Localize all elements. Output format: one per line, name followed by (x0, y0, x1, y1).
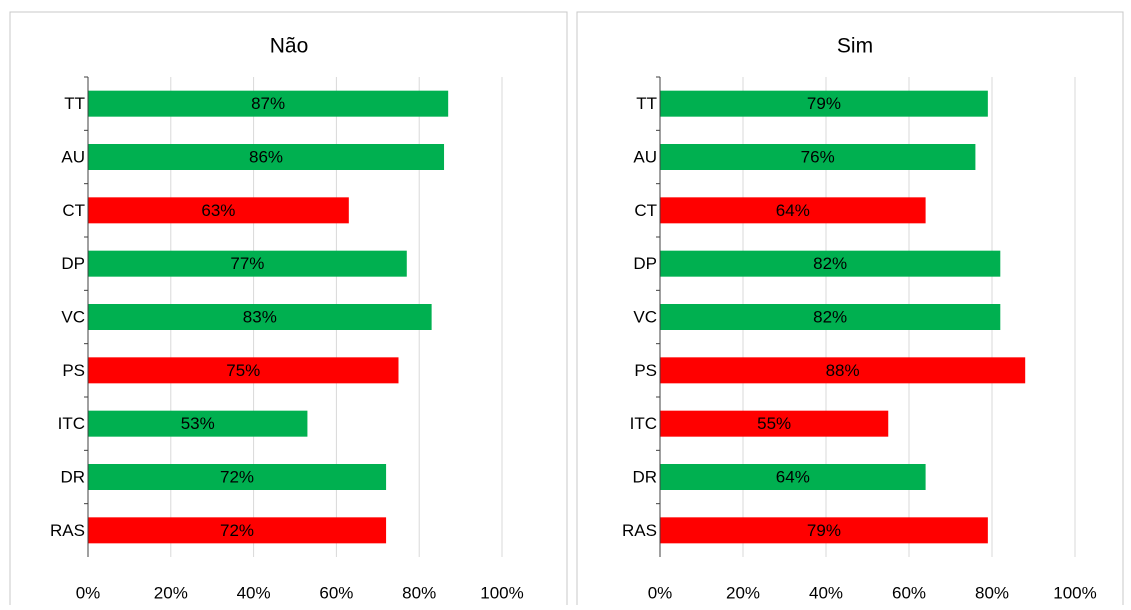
bar (660, 410, 889, 437)
y-tick-label: PS (62, 361, 85, 380)
bar (660, 197, 926, 224)
x-tick-label: 60% (892, 583, 926, 602)
y-tick-label: ITC (630, 414, 657, 433)
y-tick-label: RAS (50, 521, 85, 540)
data-label: 82% (813, 254, 847, 273)
bar (88, 197, 349, 224)
bar (88, 357, 399, 384)
chart-title: Sim (837, 35, 873, 58)
bar (660, 90, 988, 117)
y-tick-label: TT (64, 94, 85, 113)
y-tick-label: RAS (622, 521, 657, 540)
data-label: 53% (181, 414, 215, 433)
data-label: 87% (251, 94, 285, 113)
data-label: 82% (813, 307, 847, 326)
y-tick-label: DP (61, 254, 85, 273)
data-label: 77% (230, 254, 264, 273)
data-label: 86% (249, 147, 283, 166)
bar (660, 144, 976, 170)
y-tick-label: PS (634, 361, 657, 380)
bar (88, 90, 449, 117)
data-label: 72% (220, 521, 254, 540)
data-label: 55% (757, 414, 791, 433)
y-tick-label: AU (633, 147, 657, 166)
y-tick-label: VC (61, 307, 85, 326)
y-tick-label: DR (632, 467, 657, 486)
x-tick-label: 20% (154, 583, 188, 602)
chart-title: Não (270, 35, 309, 58)
data-label: 64% (776, 467, 810, 486)
bar (88, 464, 387, 490)
y-tick-label: CT (62, 201, 85, 220)
bar (88, 517, 387, 544)
x-tick-label: 40% (237, 583, 271, 602)
y-tick-label: TT (636, 94, 657, 113)
y-tick-label: DR (60, 467, 85, 486)
bar (88, 410, 308, 437)
x-tick-label: 80% (402, 583, 436, 602)
x-tick-label: 100% (1053, 583, 1096, 602)
data-label: 76% (801, 147, 835, 166)
y-tick-label: AU (61, 147, 85, 166)
data-label: 75% (226, 361, 260, 380)
x-tick-label: 0% (648, 583, 673, 602)
y-tick-label: ITC (58, 414, 85, 433)
bar (660, 304, 1001, 330)
bar (88, 144, 445, 170)
data-label: 83% (243, 307, 277, 326)
bar (660, 517, 988, 544)
x-tick-label: 60% (319, 583, 353, 602)
x-tick-label: 100% (480, 583, 523, 602)
y-tick-label: DP (633, 254, 657, 273)
x-tick-label: 40% (809, 583, 843, 602)
bar (88, 304, 432, 330)
bar (660, 250, 1001, 277)
bar (660, 464, 926, 490)
data-label: 64% (776, 201, 810, 220)
x-tick-label: 0% (76, 583, 101, 602)
data-label: 63% (201, 201, 235, 220)
bar (88, 250, 407, 277)
data-label: 88% (826, 361, 860, 380)
data-label: 72% (220, 467, 254, 486)
bar (660, 357, 1026, 384)
y-tick-label: VC (633, 307, 657, 326)
x-tick-label: 20% (726, 583, 760, 602)
data-label: 79% (807, 521, 841, 540)
data-label: 79% (807, 94, 841, 113)
y-tick-label: CT (634, 201, 657, 220)
x-tick-label: 80% (975, 583, 1009, 602)
